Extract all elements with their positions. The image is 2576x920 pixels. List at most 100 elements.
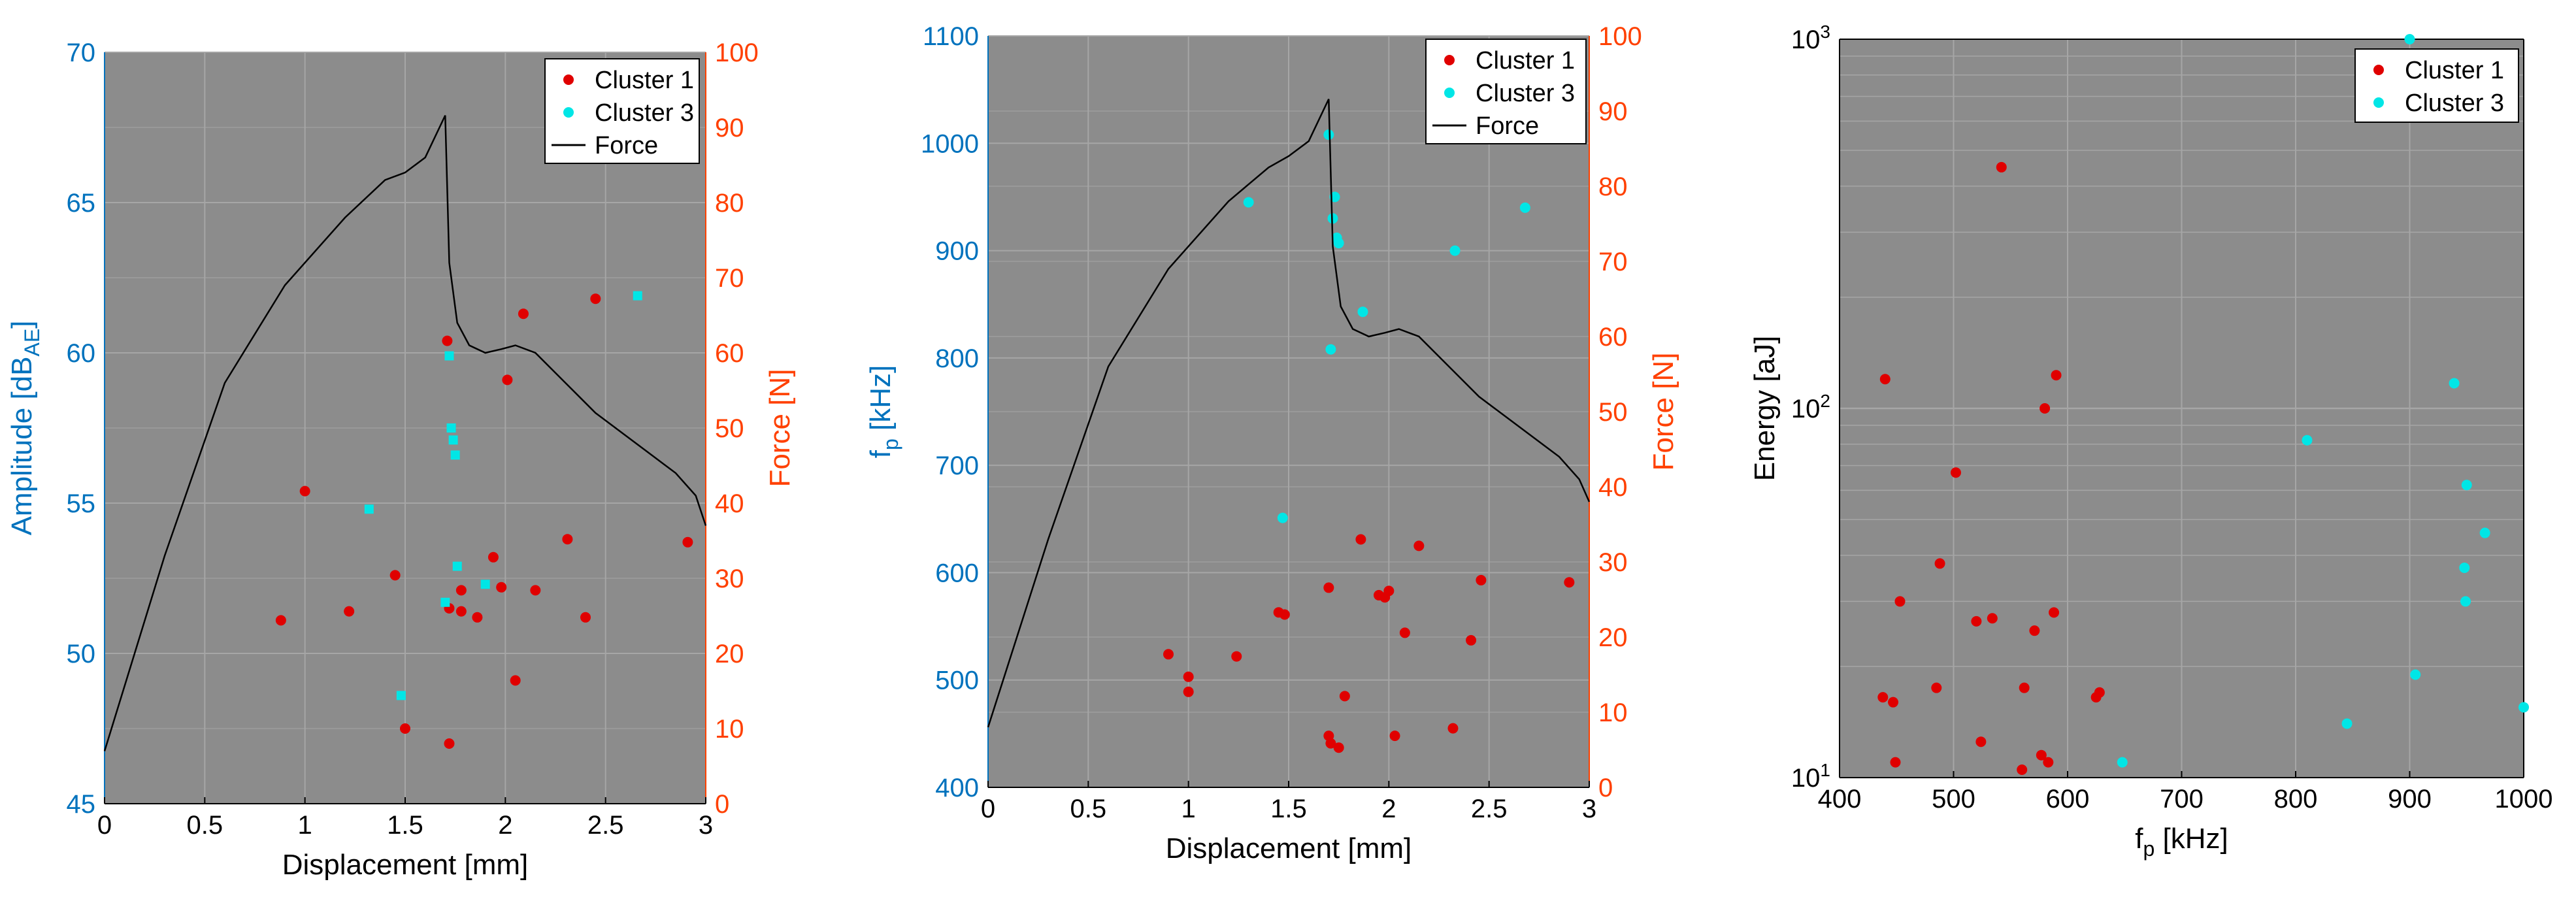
cluster-1-point <box>442 335 453 346</box>
cluster-1-point <box>2043 757 2054 768</box>
y-axis-label: fp [kHz] <box>865 365 902 458</box>
y-axis-label: Amplitude [dBAE] <box>6 321 44 536</box>
legend-cluster-3-marker <box>1444 88 1455 98</box>
x-tick-label: 1.5 <box>1270 795 1307 823</box>
y2-tick-label: 90 <box>715 114 744 142</box>
cluster-3-point <box>448 435 458 445</box>
x-axis-label: Displacement [mm] <box>282 849 529 881</box>
cluster-1-point <box>1163 649 1174 660</box>
y2-tick-label: 50 <box>1598 398 1628 427</box>
cluster-1-point <box>518 308 529 320</box>
legend: Cluster 1 Cluster 3 <box>2354 48 2519 123</box>
y2-axis-label: Force [N] <box>1647 353 1679 471</box>
x-tick-label: 2 <box>498 811 512 840</box>
legend-label: Cluster 1 <box>2405 57 2504 84</box>
cluster-1-point <box>1888 697 1899 708</box>
cluster-1-point <box>1231 651 1242 662</box>
cluster-1-point <box>2017 764 2028 776</box>
cluster-3-point <box>364 504 374 514</box>
y2-axis-label: Force [N] <box>764 369 796 487</box>
y-axis-label: Energy [aJ] <box>1749 336 1781 482</box>
y-tick-label: 1100 <box>923 22 979 51</box>
y-tick-label: 600 <box>935 559 979 587</box>
cluster-1-point <box>1931 682 1942 693</box>
y-tick-label: 900 <box>935 237 979 266</box>
cluster-1-point <box>2051 370 2062 381</box>
cluster-1-point <box>1890 757 1901 768</box>
cluster-1-point <box>1355 534 1366 545</box>
cluster-1-point <box>1466 634 1477 646</box>
cluster-1-point <box>344 606 355 617</box>
cluster-1-point <box>1476 574 1487 585</box>
cluster-1-point <box>1975 736 1987 748</box>
y2-tick-label: 20 <box>715 640 744 668</box>
x-tick-label: 1 <box>298 811 312 840</box>
cluster-1-point <box>444 738 455 749</box>
cluster-3-point <box>452 561 462 571</box>
cluster-3-point <box>1333 238 1344 249</box>
cluster-3-point <box>1243 197 1254 208</box>
cluster-3-point <box>450 450 460 460</box>
y2-tick-label: 100 <box>715 39 759 67</box>
cluster-1-point <box>562 534 573 545</box>
y-tick-label: 70 <box>67 39 96 67</box>
x-tick-label: 900 <box>2388 785 2432 813</box>
cluster-1-point <box>2039 403 2051 414</box>
cluster-3-point <box>2479 527 2490 538</box>
x-tick-label: 0.5 <box>1070 795 1107 823</box>
y2-tick-label: 30 <box>1598 548 1628 577</box>
legend-label: Cluster 1 <box>1476 47 1575 74</box>
legend-cluster-1-marker <box>1444 55 1455 65</box>
cluster-1-point <box>455 606 467 617</box>
cluster-1-point <box>1399 627 1410 638</box>
grid <box>1839 39 2524 779</box>
y2-tick-label: 70 <box>715 264 744 293</box>
legend: Cluster 1 Cluster 3 Force <box>544 58 700 164</box>
x-tick-label: 2.5 <box>587 811 624 840</box>
cluster-3-point <box>480 580 490 589</box>
y-tick-label: 60 <box>67 339 96 368</box>
cluster-1-point <box>1996 161 2007 172</box>
y2-tick-label: 40 <box>715 489 744 518</box>
cluster-1-series <box>1163 534 1575 753</box>
cluster-1-point <box>590 293 601 304</box>
y-tick-label: 700 <box>935 452 979 480</box>
cluster-1-point <box>2094 687 2105 698</box>
cluster-1-point <box>496 582 507 593</box>
cluster-3-point <box>2449 378 2460 389</box>
y-tick-label: 1000 <box>921 129 979 158</box>
x-tick-label: 400 <box>1818 785 1862 813</box>
y2-tick-label: 50 <box>715 414 744 443</box>
cluster-1-point <box>1389 731 1400 742</box>
cluster-1-point <box>1934 558 1945 569</box>
cluster-1-point <box>1339 691 1350 702</box>
legend: Cluster 1 Cluster 3 Force <box>1425 39 1587 144</box>
cluster-3-point <box>1449 245 1461 256</box>
y-tick-label: 50 <box>67 640 96 668</box>
y2-tick-label: 20 <box>1598 623 1628 652</box>
y-tick-label: 103 <box>1791 22 1830 54</box>
cluster-3-series <box>364 291 642 700</box>
cluster-3-point <box>446 423 456 433</box>
cluster-1-point <box>1877 692 1889 703</box>
cluster-1-point <box>1323 582 1334 593</box>
y-tick-label: 65 <box>67 189 96 218</box>
cluster-1-point <box>275 615 286 626</box>
cluster-1-point <box>2049 607 2060 618</box>
cluster-1-series <box>275 293 693 749</box>
y-tick-label: 400 <box>935 774 979 802</box>
cluster-3-point <box>2410 669 2421 680</box>
cluster-3-point <box>1357 306 1368 318</box>
x-tick-label: 800 <box>2274 785 2318 813</box>
cluster-3-point <box>440 597 450 607</box>
x-tick-label: 1 <box>1181 795 1196 823</box>
cluster-1-point <box>1447 723 1459 734</box>
frequency-displacement-chart: 0 0.5 1 1.5 2 2.5 3 400 500 600 700 800 900 1000 1100 0… <box>865 22 1679 864</box>
cluster-3-point <box>2518 702 2529 713</box>
cluster-1-point <box>580 612 591 623</box>
cluster-3-point <box>2341 718 2353 729</box>
x-tick-label: 0 <box>981 795 995 823</box>
cluster-1-point <box>1183 686 1194 697</box>
legend-label: Cluster 3 <box>2405 90 2504 117</box>
cluster-1-point <box>1333 742 1344 753</box>
